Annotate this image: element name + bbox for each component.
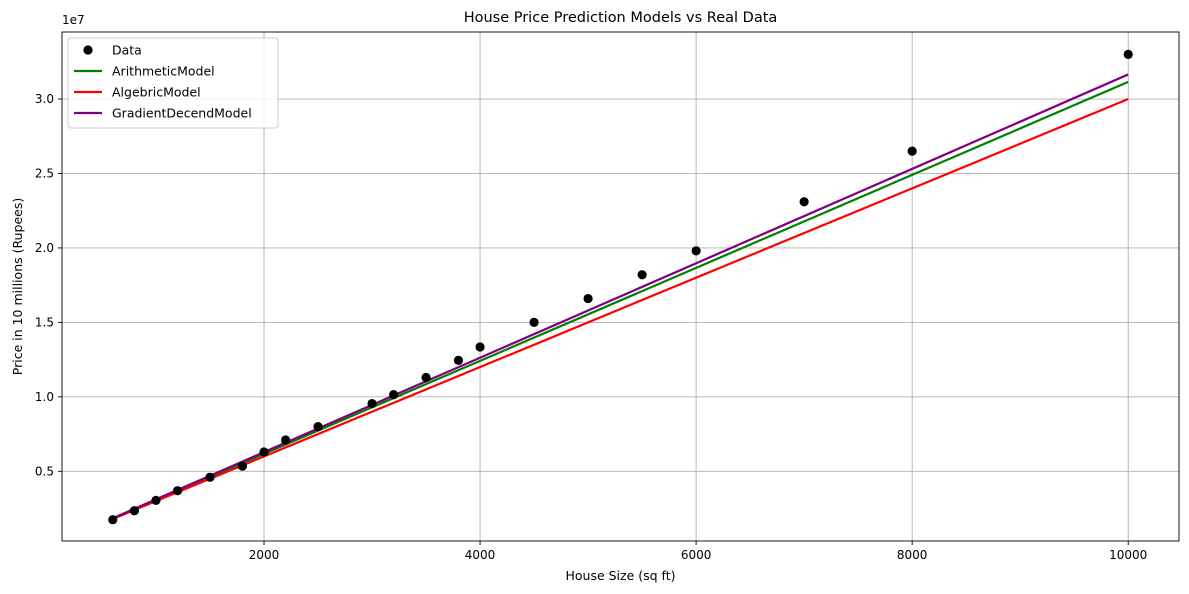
legend-item-data: Data <box>83 43 142 58</box>
data-points <box>108 49 1133 525</box>
y-tick-label: 1.0 <box>35 390 54 404</box>
plot-frame <box>61 31 1180 542</box>
data-point <box>389 390 399 400</box>
legend-label: ArithmeticModel <box>112 64 215 79</box>
y-tick-label: 2.5 <box>35 166 54 180</box>
legend-marker <box>83 45 93 55</box>
data-point <box>421 372 431 383</box>
x-tick-label: 2000 <box>249 548 280 562</box>
x-tick-label: 8000 <box>897 548 928 562</box>
data-point <box>281 435 291 445</box>
data-point <box>529 317 539 327</box>
x-axis-label: House Size (sq ft) <box>565 568 675 583</box>
data-point <box>129 506 139 516</box>
y-tick-label: 0.5 <box>35 464 54 478</box>
series-line-gradientdecendmodel <box>112 73 1129 520</box>
y-tick-label: 1.5 <box>35 315 54 329</box>
data-point <box>1123 49 1133 59</box>
x-tick-label: 6000 <box>681 548 712 562</box>
data-point <box>151 495 161 505</box>
series-line-algebricmodel <box>112 97 1129 520</box>
data-point <box>799 197 809 207</box>
data-point <box>691 246 701 256</box>
y-tick-label: 3.0 <box>35 92 54 106</box>
y-offset-text: 1e7 <box>62 13 85 27</box>
series-lines <box>112 73 1129 520</box>
y-tick-label: 2.0 <box>35 241 54 255</box>
legend: Data ArithmeticModel AlgebricModel Gradient… <box>67 37 279 129</box>
x-tick-label: 10000 <box>1109 548 1147 562</box>
legend-label: AlgebricModel <box>112 85 201 100</box>
legend-item-arithmeticmodel: ArithmeticModel <box>74 64 215 79</box>
legend-item-gradientdecendmodel: GradientDecendModel <box>74 106 252 121</box>
data-point <box>237 461 248 471</box>
data-point <box>583 293 593 304</box>
y-axis-label: Price in 10 millions (Rupees) <box>10 198 25 375</box>
legend-item-algebricmodel: AlgebricModel <box>74 85 201 100</box>
data-point <box>637 270 647 280</box>
x-tick-label: 4000 <box>465 548 496 562</box>
data-point <box>475 342 485 352</box>
data-point <box>259 447 269 457</box>
data-point <box>313 422 323 432</box>
data-point <box>205 472 215 482</box>
legend-label: GradientDecendModel <box>112 106 252 121</box>
data-point <box>907 146 917 156</box>
legend-box <box>67 37 279 129</box>
data-point <box>367 398 377 409</box>
legend-label: Data <box>112 43 142 58</box>
data-point <box>172 486 183 496</box>
axis-ticks: 2000 4000 6000 8000 10000 0.5 1.0 1.5 2.0 2.5 3.0 <box>35 92 1147 562</box>
data-point <box>108 515 118 525</box>
series-line-arithmeticmodel <box>112 80 1129 520</box>
chart-title: House Price Prediction Models vs Real Da… <box>464 10 778 26</box>
data-point <box>453 355 464 365</box>
